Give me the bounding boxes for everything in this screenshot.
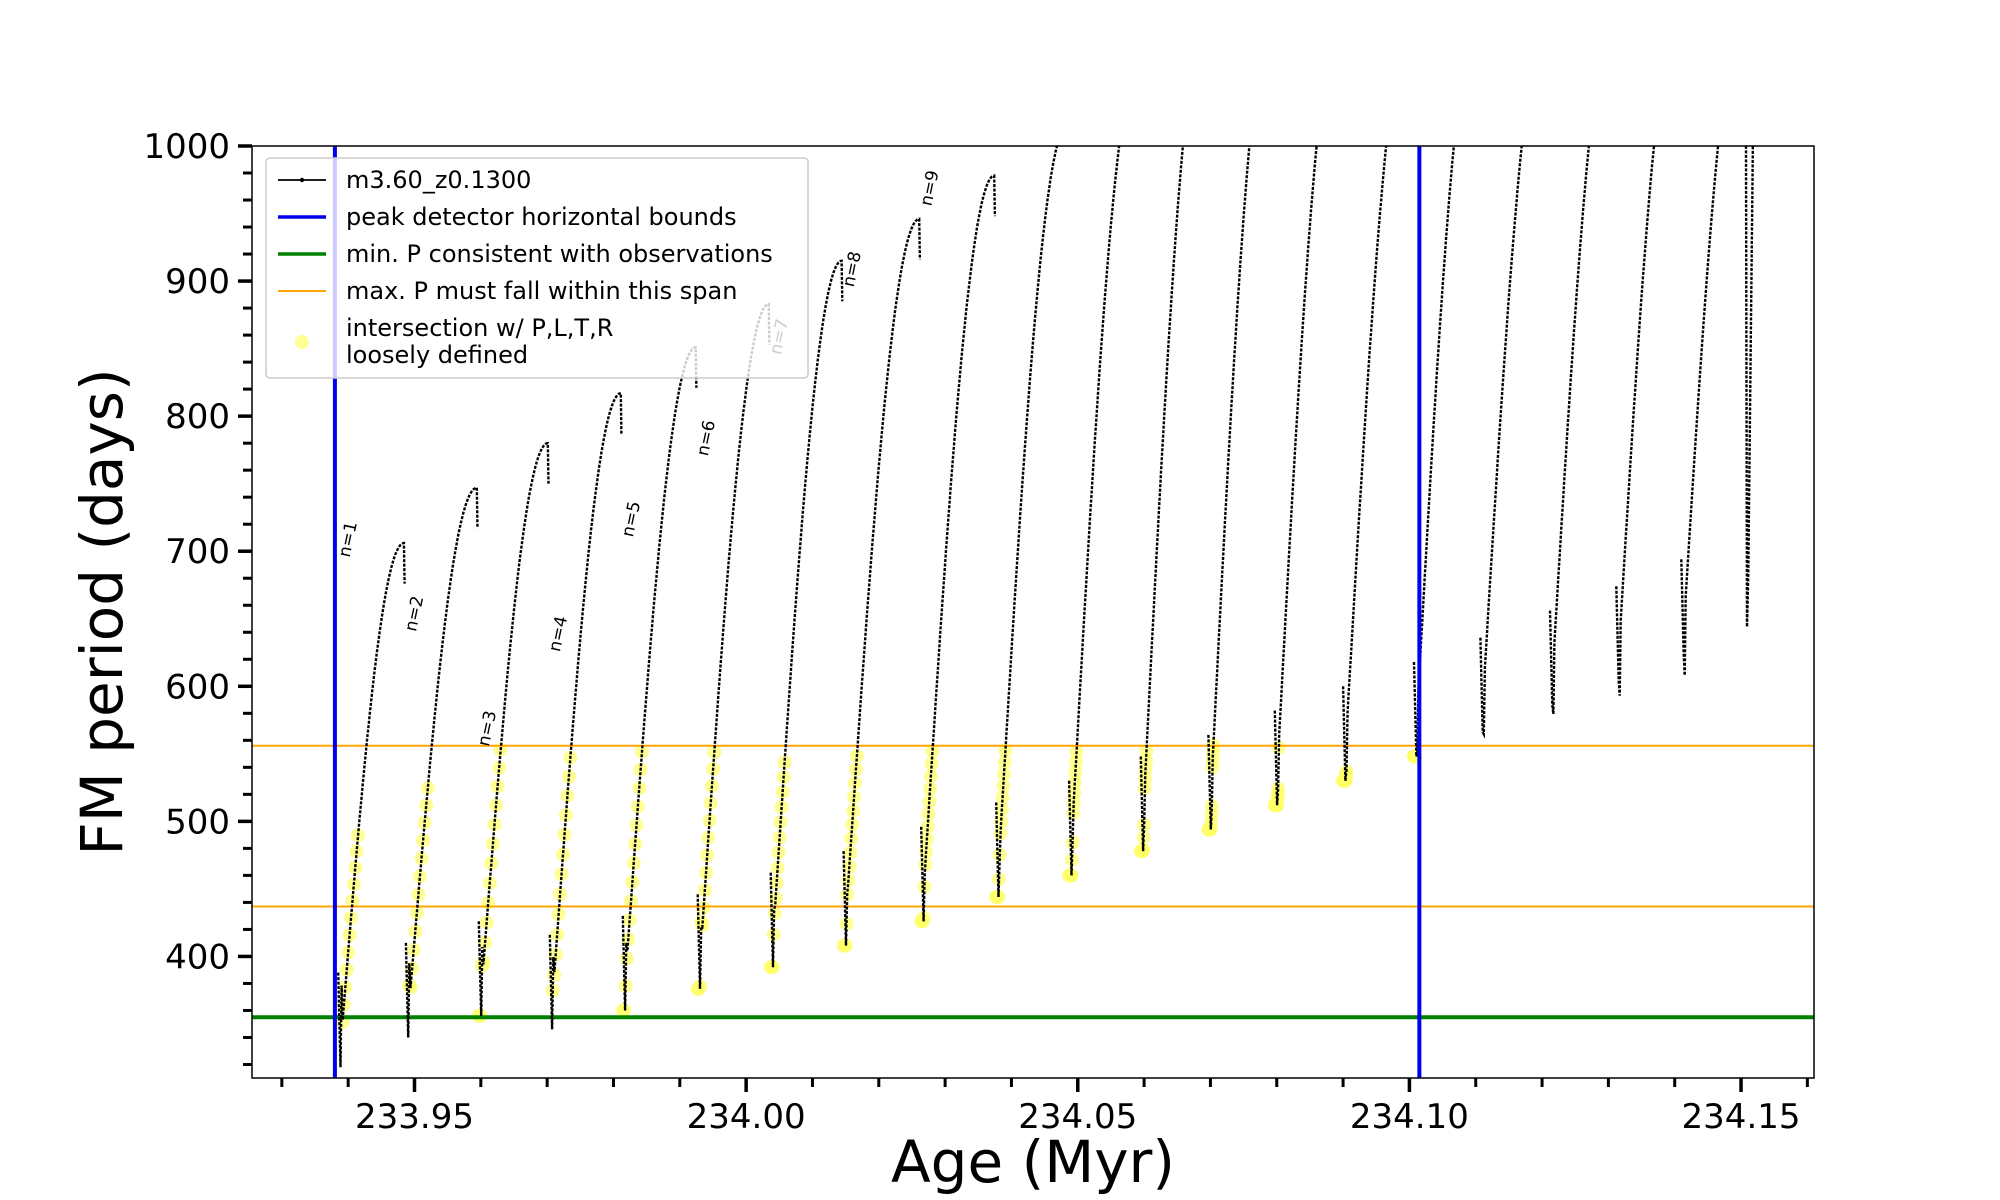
y-tick-label-1: 400 (165, 937, 230, 977)
legend-label-5: intersection w/ P,L,T,R (346, 314, 613, 342)
intersection-marker-9 (917, 879, 932, 894)
intersection-marker-14 (1271, 740, 1286, 755)
x-tick-label-1: 233.95 (355, 1097, 474, 1137)
intersection-marker-5 (624, 894, 638, 908)
intersection-marker-2 (417, 815, 432, 830)
intersection-marker-4 (553, 887, 568, 902)
intersection-marker-7 (772, 830, 787, 845)
intersection-marker-10 (997, 755, 1012, 770)
intersection-marker-4 (556, 847, 570, 862)
intersection-marker-2 (411, 887, 426, 902)
x-tick-label-5: 234.15 (1682, 1097, 1801, 1137)
series-pulse-8 (842, 217, 922, 946)
series-pulse-17 (1479, 146, 1523, 739)
series-pulse-12 (1139, 146, 1185, 852)
series-pulse-2 (404, 486, 479, 1038)
series-pulse-16 (1412, 146, 1456, 757)
x-tick-label-3: 234.05 (1018, 1097, 1137, 1137)
intersection-marker-2 (408, 924, 423, 939)
intersection-marker-2 (409, 905, 424, 920)
intersection-marker-8 (844, 831, 859, 846)
intersection-marker-9 (921, 806, 936, 821)
y-tick-label-4: 700 (165, 532, 230, 572)
axes: 233.95 234.00 234.05 234.10 234.15 400 500 600 7… (143, 127, 1809, 1137)
series-pulse-21 (1744, 146, 1755, 627)
legend-label-5-line2: loosely defined (346, 341, 528, 369)
intersection-marker-6 (703, 796, 718, 811)
y-tick-label-6: 900 (165, 262, 230, 302)
intersection-marker-10 (996, 778, 1011, 793)
legend-box (265, 157, 809, 379)
intersection-marker-1 (348, 860, 363, 875)
intersection-marker-11 (1067, 775, 1082, 790)
series-pulse-13 (1207, 146, 1251, 830)
legend-label-3: min. P consistent with observations (346, 240, 773, 268)
intersection-marker-3 (484, 856, 499, 871)
y-tick-label-3: 600 (165, 667, 230, 707)
x-axis-title: Age (Myr) (891, 1128, 1175, 1196)
plot-frame (251, 145, 1815, 1079)
intersection-marker-8 (843, 845, 858, 860)
y-axis-title: FM period (days) (68, 368, 136, 855)
series-pulse-4 (548, 391, 623, 1030)
intersection-marker-1 (342, 928, 357, 943)
x-tick-label-4: 234.10 (1350, 1097, 1469, 1137)
intersection-marker-7 (769, 875, 784, 890)
series-pulse-11 (1067, 146, 1121, 876)
legend-label-1: m3.60_z0.1300 (346, 166, 531, 194)
y-tick-label-7: 1000 (143, 127, 230, 167)
legend-marker-intersection (295, 335, 309, 349)
intersection-marker-7 (775, 785, 790, 800)
series-pulse-20 (1680, 146, 1720, 676)
series-pulse-7 (769, 259, 844, 968)
x-tick-label-2: 234.00 (687, 1097, 806, 1137)
legend-label-2: peak detector horizontal bounds (346, 203, 737, 231)
series-pulse-3 (477, 441, 550, 1016)
intersection-marker-8 (845, 817, 860, 832)
period-series (337, 146, 1755, 1068)
y-tick-label-5: 800 (165, 397, 230, 437)
intersection-marker-4 (545, 983, 560, 998)
intersection-marker-8 (846, 803, 861, 818)
intersection-marker-5 (629, 818, 644, 833)
intersection-marker-9 (925, 744, 940, 758)
intersection-marker-5 (622, 913, 637, 928)
intersection-marker-2 (419, 798, 434, 813)
y-tick-label-2: 500 (165, 802, 230, 842)
series-pulse-19 (1615, 146, 1656, 696)
series-pulse-9 (920, 174, 997, 922)
intersection-marker-1 (341, 945, 356, 960)
intersection-marker-11 (1068, 765, 1083, 780)
intersection-marker-12 (1137, 818, 1152, 832)
intersection-marker-5 (630, 799, 645, 814)
series-pulse-1 (337, 541, 406, 1068)
intersection-marker-9 (922, 794, 937, 809)
series-pulse-15 (1341, 146, 1388, 781)
legend-label-4: max. P must fall within this span (346, 277, 737, 305)
series-pulse-10 (995, 146, 1059, 898)
intersection-marker-4 (560, 788, 575, 803)
horizontal-reference-lines (252, 744, 1814, 1020)
intersection-marker-14 (1271, 781, 1286, 796)
intersection-marker-4 (550, 927, 565, 942)
intersection-marker-6 (702, 813, 717, 828)
intersection-marker-3 (490, 779, 505, 794)
legend-dot (299, 177, 305, 183)
